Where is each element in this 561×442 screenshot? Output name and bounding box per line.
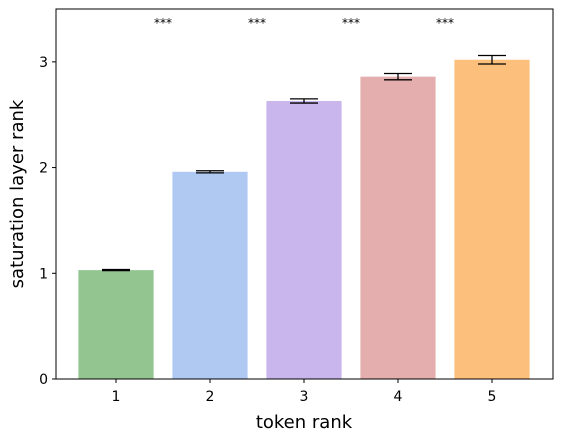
bar bbox=[454, 59, 530, 379]
x-tick-label: 2 bbox=[206, 389, 215, 405]
x-tick-label: 1 bbox=[112, 389, 121, 405]
y-tick-label: 1 bbox=[39, 266, 48, 282]
bar bbox=[78, 270, 154, 379]
x-tick-label: 5 bbox=[488, 389, 497, 405]
bar bbox=[360, 76, 436, 380]
x-tick-label: 4 bbox=[394, 389, 403, 405]
significance-label: *** bbox=[342, 16, 360, 30]
plot-frame bbox=[55, 8, 554, 380]
y-tick-label: 3 bbox=[39, 55, 48, 71]
y-tick-label: 0 bbox=[39, 372, 48, 388]
bar bbox=[266, 100, 342, 379]
y-tick-label: 2 bbox=[39, 161, 48, 177]
significance-label: *** bbox=[436, 16, 454, 30]
x-axis-label: token rank bbox=[256, 412, 353, 433]
x-tick-label: 3 bbox=[300, 389, 309, 405]
significance-label: *** bbox=[154, 16, 172, 30]
significance-label: *** bbox=[248, 16, 266, 30]
bar bbox=[172, 171, 248, 379]
y-axis-label: saturation layer rank bbox=[7, 99, 28, 288]
